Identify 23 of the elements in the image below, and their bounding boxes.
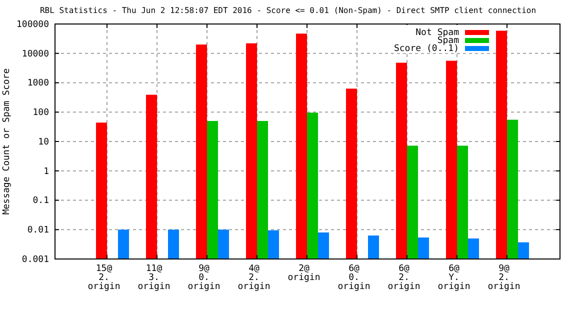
- y-tick-label: 100: [32, 108, 49, 118]
- y-tick-label: 10000: [22, 49, 49, 60]
- x-tick-label: 11@ 3. origin: [138, 264, 170, 292]
- y-tick-label: 0.1: [32, 196, 49, 206]
- x-tick-label: 2@ origin: [288, 264, 320, 283]
- y-tick-label: 10: [38, 137, 49, 148]
- x-tick-label: 6@ 0. origin: [338, 264, 370, 292]
- y-tick-label: 100000: [16, 20, 49, 30]
- y-tick-label: 1: [44, 166, 49, 177]
- chart-title: RBL Statistics - Thu Jun 2 12:58:07 EDT 2016 - Score <= 0.01 (Non-Spam) - Direct SMTP client connection: [40, 6, 536, 15]
- x-tick-label: 6@ Y. origin: [438, 264, 470, 292]
- x-tick-label: 6@ 2. origin: [388, 264, 420, 292]
- legend-label: Score (0..1): [394, 44, 459, 54]
- x-tick-label: 15@ 2. origin: [88, 264, 120, 292]
- y-axis-title: Message Count or Spam Score: [2, 68, 12, 215]
- legend-label: Not Spam: [416, 28, 459, 38]
- x-tick-label: 9@ 2. origin: [488, 264, 520, 292]
- legend-label: Spam: [437, 36, 459, 46]
- x-tick-label: 9@ 0. origin: [188, 264, 220, 292]
- y-tick-label: 0.01: [27, 226, 49, 236]
- x-tick-label: 4@ 2. origin: [238, 264, 270, 292]
- y-tick-label: 1000: [27, 78, 49, 89]
- y-tick-label: 0.001: [22, 254, 49, 265]
